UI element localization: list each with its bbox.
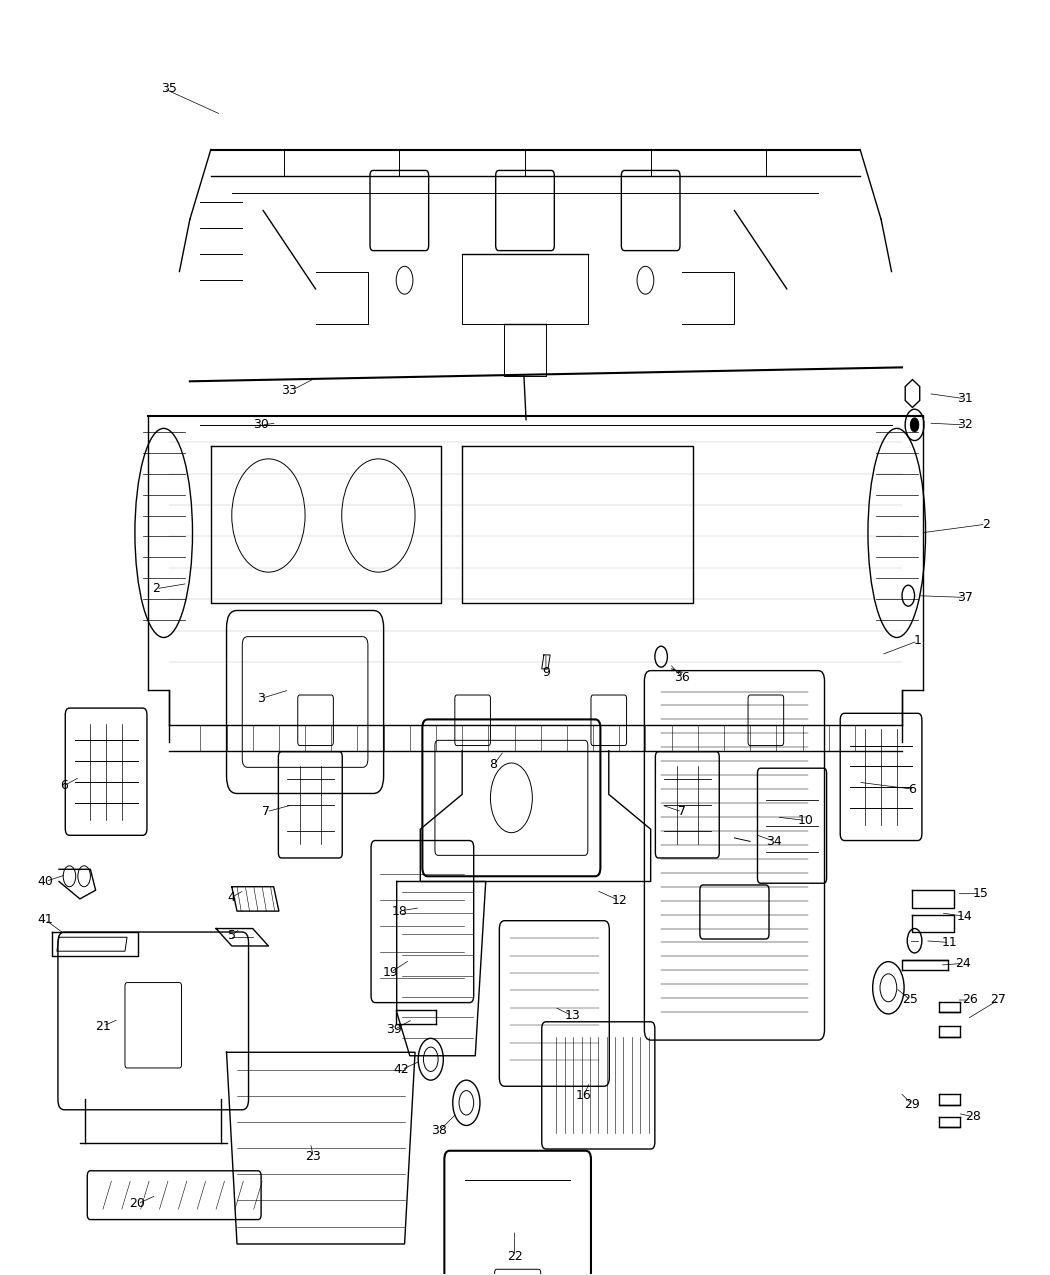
Text: 29: 29 xyxy=(905,1098,921,1111)
Text: 9: 9 xyxy=(542,666,550,678)
Text: 16: 16 xyxy=(575,1089,591,1103)
Text: 38: 38 xyxy=(432,1125,447,1137)
Text: 25: 25 xyxy=(902,993,919,1006)
Text: 42: 42 xyxy=(394,1063,410,1076)
Text: 31: 31 xyxy=(957,393,972,405)
FancyBboxPatch shape xyxy=(700,885,769,938)
Text: 19: 19 xyxy=(383,965,399,979)
Text: 6: 6 xyxy=(60,779,68,792)
Text: 15: 15 xyxy=(972,887,988,900)
Text: 28: 28 xyxy=(965,1111,981,1123)
Text: 18: 18 xyxy=(392,905,407,918)
Text: 13: 13 xyxy=(564,1010,580,1023)
Text: 30: 30 xyxy=(253,418,269,431)
Text: 7: 7 xyxy=(678,806,686,819)
Text: 8: 8 xyxy=(489,759,498,771)
Text: 14: 14 xyxy=(957,910,972,923)
Text: 1: 1 xyxy=(914,635,922,648)
Text: 22: 22 xyxy=(507,1250,523,1262)
Text: 40: 40 xyxy=(38,875,54,887)
Text: 24: 24 xyxy=(954,958,970,970)
Text: 35: 35 xyxy=(161,82,176,96)
Circle shape xyxy=(910,418,919,432)
Text: 20: 20 xyxy=(129,1197,146,1210)
Text: 3: 3 xyxy=(257,692,265,705)
Text: 33: 33 xyxy=(281,384,297,397)
Text: 26: 26 xyxy=(962,993,978,1006)
Text: 39: 39 xyxy=(386,1023,402,1037)
Text: 2: 2 xyxy=(152,583,161,595)
Text: 27: 27 xyxy=(990,993,1006,1006)
Text: 6: 6 xyxy=(908,783,917,796)
Text: 36: 36 xyxy=(674,671,690,685)
Text: 23: 23 xyxy=(306,1150,321,1163)
Text: 10: 10 xyxy=(798,813,814,827)
Text: 34: 34 xyxy=(766,835,782,848)
Text: 41: 41 xyxy=(38,913,54,927)
Text: 12: 12 xyxy=(611,894,627,907)
Text: 4: 4 xyxy=(228,891,235,904)
Text: 7: 7 xyxy=(262,806,270,819)
Text: 5: 5 xyxy=(228,929,236,942)
Text: 21: 21 xyxy=(96,1020,111,1033)
Text: 37: 37 xyxy=(957,590,972,604)
Text: 11: 11 xyxy=(941,936,957,949)
Text: 2: 2 xyxy=(982,518,990,530)
Text: 32: 32 xyxy=(957,418,972,431)
